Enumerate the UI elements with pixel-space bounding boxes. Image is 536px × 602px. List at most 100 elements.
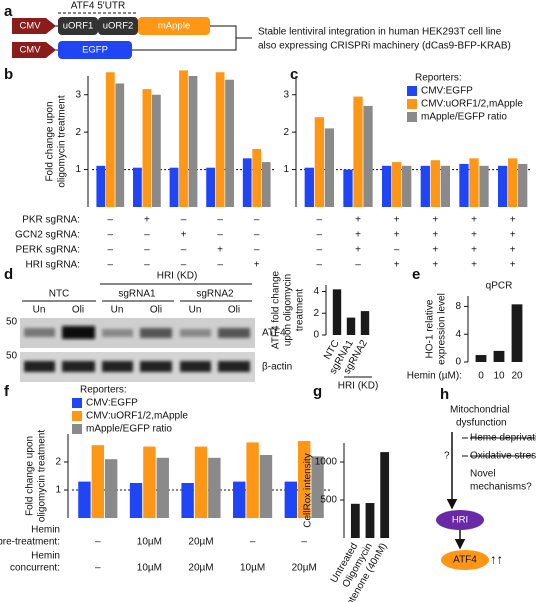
western-blot: d HRI (KD) NTC sgRNA1 sgRNA2 Un Oli Un O…: [4, 266, 292, 382]
row-value: 10µM: [137, 537, 162, 548]
row-value: +: [394, 215, 400, 226]
lane-label: Oli: [72, 305, 84, 316]
bands: [24, 326, 250, 372]
legend-swatch: [72, 424, 82, 434]
row-label: PERK sgRNA:: [16, 245, 80, 256]
y-tick-label: 4: [455, 329, 461, 340]
row-value: +: [254, 260, 260, 271]
promoter: [12, 18, 56, 34]
bar: [156, 457, 169, 518]
y-axis-label: upon oligomycin: [283, 274, 294, 346]
uorf1-label: uORF1: [63, 21, 94, 32]
bar: [115, 83, 125, 207]
row-value: –: [355, 260, 361, 271]
legend-swatch: [72, 398, 82, 408]
row-label: pre-treatment:: [0, 537, 60, 548]
row-value: –: [394, 245, 400, 256]
legend-label: mApple/EGFP ratio: [421, 112, 507, 123]
mapple-label: mApple: [158, 21, 190, 32]
bar: [459, 163, 469, 207]
y-axis-label: Fold change upon: [45, 101, 56, 181]
bar: [208, 457, 221, 518]
row-value: –: [144, 245, 150, 256]
x-tick-label: 0: [478, 371, 484, 382]
y-tick-label: 0: [455, 357, 461, 368]
group-label: HRI (KD): [338, 381, 379, 392]
panel-letter: h: [440, 386, 449, 403]
uorf2-label: uORF2: [103, 21, 134, 32]
row-value: 20µM: [188, 563, 213, 574]
group-label: NTC: [49, 289, 70, 300]
row-value: 20µM: [292, 563, 317, 574]
target-node: [441, 550, 489, 570]
bar: [508, 158, 518, 207]
kinase-label: HRI: [452, 515, 468, 526]
bar: [259, 455, 273, 518]
row-value: –: [317, 245, 323, 256]
panel-letter: d: [4, 266, 13, 283]
bar: [129, 483, 143, 518]
bar: [246, 442, 259, 518]
bar: [346, 317, 356, 335]
legend-label: CMV:EGFP: [86, 398, 138, 409]
row-value: +: [181, 230, 187, 241]
legend-label: CMV:uORF1/2,mApple: [421, 99, 523, 110]
bar: [475, 355, 487, 362]
legend-swatch: [407, 86, 417, 96]
description: Stable lentiviral integration in human H…: [258, 27, 502, 38]
y-tick-label: 3: [283, 89, 289, 100]
row-value: –: [181, 245, 187, 256]
panel-letter: e: [412, 266, 420, 283]
y-axis-label: Fold change upon: [25, 436, 36, 516]
egfp: [58, 41, 132, 59]
row-value: +: [394, 260, 400, 271]
bar: [392, 162, 402, 207]
uorf1: [58, 17, 98, 35]
legend-label: CMV:uORF1/2,mApple: [86, 411, 188, 422]
row-label: Hemin: [31, 525, 60, 536]
bar: [188, 76, 198, 207]
bar: [91, 445, 104, 518]
row-value: –: [108, 260, 114, 271]
row-value: –: [317, 260, 323, 271]
group-label: sgRNA2: [196, 289, 234, 300]
row-value: +: [432, 245, 438, 256]
group-label: sgRNA1: [118, 289, 156, 300]
row-value: +: [217, 245, 223, 256]
row-value: +: [355, 245, 361, 256]
panel-letter: f: [4, 383, 10, 400]
row-value: –: [217, 260, 223, 271]
legend-swatch: [72, 411, 82, 421]
bar: [511, 304, 523, 362]
row-value: –: [144, 260, 150, 271]
x-tick-label: 10: [493, 371, 505, 382]
y-axis-label: expression level: [437, 293, 448, 365]
y-tick-label: 2: [283, 127, 289, 138]
lane-label: Un: [189, 305, 202, 316]
bar: [105, 72, 115, 207]
blot-strip: [20, 352, 255, 382]
bar: [284, 481, 298, 518]
lane-label: Un: [111, 305, 124, 316]
y-tick-label: 2: [75, 127, 81, 138]
lane-label: Oli: [150, 305, 162, 316]
bar: [402, 165, 412, 207]
row-value: +: [471, 230, 477, 241]
trigger: Mitochondrial: [450, 405, 509, 416]
x-tick-label: 20: [511, 371, 523, 382]
y-tick-label: 2: [55, 457, 61, 468]
row-value: +: [510, 245, 516, 256]
row-value: –: [254, 215, 260, 226]
bar: [479, 165, 489, 207]
row-value: –: [317, 230, 323, 241]
panel-letter: a: [4, 3, 13, 20]
bar: [314, 117, 324, 207]
row-label: concurrent:: [10, 563, 60, 574]
size-marker: 50: [6, 351, 18, 362]
row-value: 10µM: [240, 563, 265, 574]
description: also expressing CRISPRi machinery (dCas9…: [258, 41, 511, 52]
promoter-label: CMV: [19, 21, 41, 32]
legend-title: Reporters:: [415, 73, 462, 84]
y-tick-label: 1: [55, 485, 61, 496]
